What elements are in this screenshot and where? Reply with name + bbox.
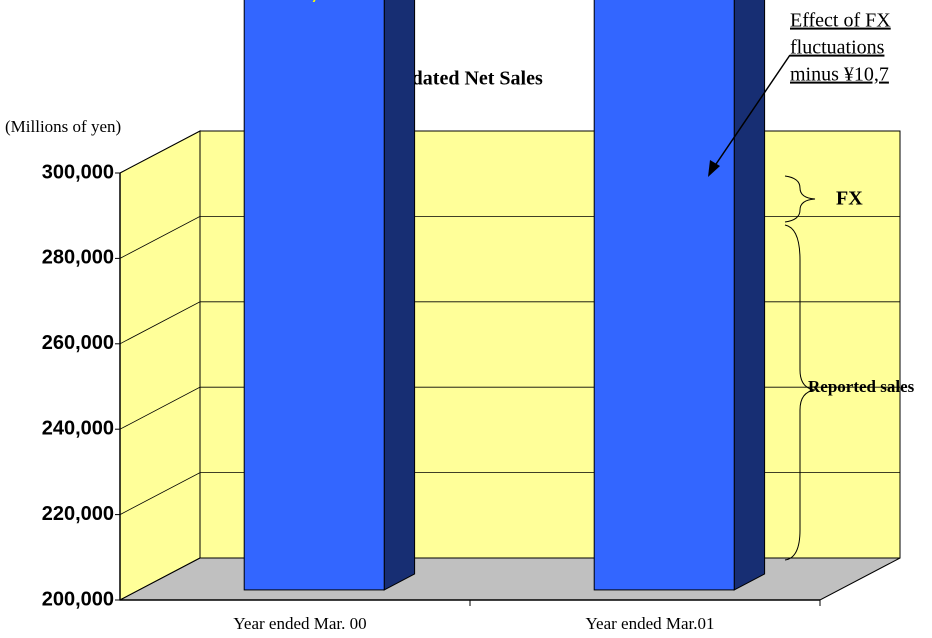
y-tick-label: 200,000 bbox=[42, 588, 114, 610]
fx-brace bbox=[784, 175, 816, 223]
y-tick-label: 240,000 bbox=[42, 417, 114, 439]
floor bbox=[119, 557, 901, 601]
annotation: Effect of FX bbox=[790, 10, 891, 32]
arrow-head bbox=[708, 160, 720, 177]
x-tick-label: Year ended Mar.01 bbox=[585, 614, 714, 633]
bar bbox=[243, 0, 385, 591]
y-tick-label: 280,000 bbox=[42, 247, 114, 269]
fx-label: FX bbox=[836, 188, 863, 210]
bar-side bbox=[733, 0, 766, 591]
y-axis-label: (Millions of yen) bbox=[5, 117, 121, 136]
y-tick-label: 260,000 bbox=[42, 332, 114, 354]
annotation: minus ¥10,7 bbox=[790, 64, 889, 86]
data-label: 284,757 bbox=[258, 0, 370, 5]
y-tick-label: 220,000 bbox=[42, 503, 114, 525]
bar-side bbox=[383, 0, 416, 591]
bar bbox=[593, 0, 735, 591]
y-tick-label: 300,000 bbox=[42, 161, 114, 183]
x-tick-label: Year ended Mar. 00 bbox=[233, 614, 366, 633]
annotation-arrow bbox=[711, 54, 791, 171]
reported-brace bbox=[784, 224, 816, 561]
side-wall bbox=[119, 130, 201, 601]
annotation: fluctuations bbox=[790, 37, 885, 59]
reported-sales-label: Reported sales bbox=[808, 377, 915, 396]
